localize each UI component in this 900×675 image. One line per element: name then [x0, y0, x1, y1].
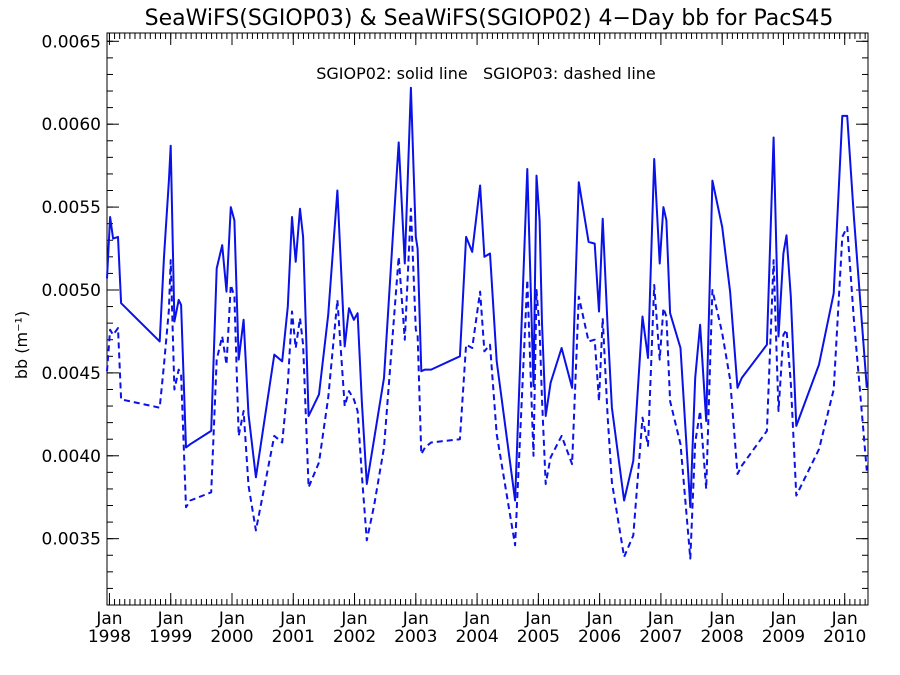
x-tick-year: 2001 [272, 627, 315, 647]
y-tick-label: 0.0040 [42, 447, 101, 467]
y-axis-label: bb (m⁻¹) [12, 311, 31, 379]
y-tick-label: 0.0045 [42, 364, 101, 384]
y-tick-label: 0.0060 [42, 115, 101, 135]
series-sgiop02-line [106, 86, 868, 509]
x-tick-month: Jan [524, 609, 551, 629]
x-tick-month: Jan [157, 609, 184, 629]
x-tick-month: Jan [463, 609, 490, 629]
series-lines [106, 86, 868, 560]
x-tick-year: 2010 [823, 627, 866, 647]
x-tick-month: Jan [769, 609, 796, 629]
x-tick-year: 2007 [639, 627, 682, 647]
series-sgiop03-line [106, 207, 868, 560]
y-tick-label: 0.0065 [42, 32, 101, 52]
x-tick-year: 2002 [333, 627, 376, 647]
x-tick-month: Jan [586, 609, 613, 629]
x-tick-month: Jan [95, 609, 122, 629]
plot-frame [106, 32, 869, 606]
tick-labels: 0.0035 0.0040 0.0045 0.0050 0.0055 0.0060 0.00… [42, 32, 867, 647]
x-tick-year: 1999 [149, 627, 192, 647]
y-tick-label: 0.0050 [42, 281, 101, 301]
x-tick-month: Jan [647, 609, 674, 629]
x-tick-month: Jan [708, 609, 735, 629]
legend-annotation: SGIOP02: solid line SGIOP03: dashed line [316, 64, 656, 83]
x-tick-month: Jan [402, 609, 429, 629]
x-tick-month: Jan [340, 609, 367, 629]
y-tick-label: 0.0035 [42, 530, 101, 550]
y-tick-label: 0.0055 [42, 198, 101, 218]
axis-ticks [107, 33, 868, 606]
x-tick-year: 1998 [88, 627, 131, 647]
x-tick-year: 2009 [762, 627, 805, 647]
x-tick-year: 2006 [578, 627, 621, 647]
x-tick-year: 2004 [455, 627, 498, 647]
x-tick-month: Jan [831, 609, 858, 629]
x-tick-year: 2000 [210, 627, 253, 647]
x-tick-year: 2003 [394, 627, 437, 647]
chart-title: SeaWiFS(SGIOP03) & SeaWiFS(SGIOP02) 4−Da… [145, 6, 834, 31]
x-tick-year: 2008 [701, 627, 744, 647]
x-tick-year: 2005 [517, 627, 560, 647]
x-tick-month: Jan [218, 609, 245, 629]
x-tick-month: Jan [279, 609, 306, 629]
